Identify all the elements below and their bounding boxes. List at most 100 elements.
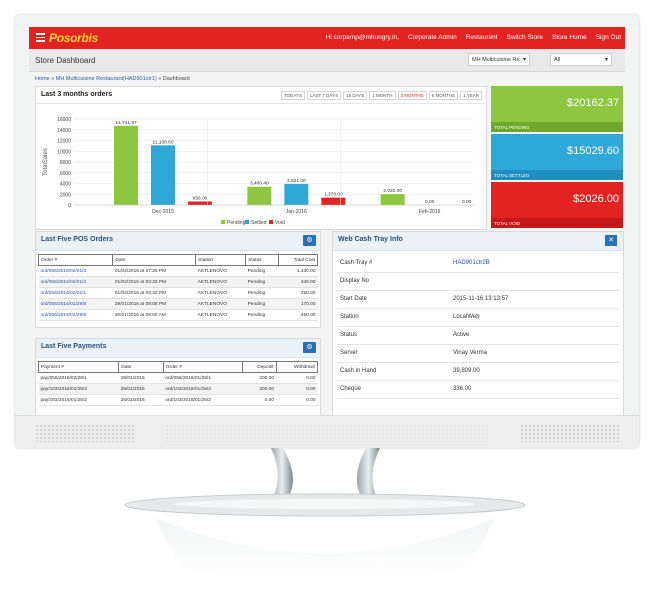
card-amount: $15029.60: [567, 145, 619, 157]
info-value: 336.00: [453, 386, 472, 392]
stand-leg-right: [356, 448, 380, 500]
range-1-month[interactable]: 1 MONTH: [369, 91, 396, 100]
table-row[interactable]: ord/056/2016/01/29/8 30/01/2016 at 09:00 …: [38, 309, 318, 321]
card-label: TOTAL PENDING: [494, 125, 530, 130]
card-amount: $20162.37: [567, 97, 619, 109]
info-label: Display No: [340, 278, 370, 284]
range-todays[interactable]: TODAYS: [280, 91, 305, 100]
pos-orders-panel: Last Five POS Orders ⚙ Order # Date Stat…: [35, 231, 321, 328]
table-cell: 25/01/2016: [118, 394, 164, 406]
table-row[interactable]: pay/056/2016/02/28/1 28/01/2016 ord/056/20…: [38, 372, 318, 384]
store-select[interactable]: MH Multicuisine Re ▾: [468, 53, 530, 66]
col-date: Date: [112, 254, 197, 266]
payments-title: Last Five Payments: [41, 343, 107, 350]
info-row: Cash Tray # HAD901ctr2B: [337, 254, 619, 273]
legend-swatch: [269, 220, 273, 224]
nav-restaurant[interactable]: Restaurant: [465, 34, 498, 41]
speaker-grille: [165, 424, 489, 442]
table-row[interactable]: ord/056/2016/02/01/3 01/02/2016 at 07:25 …: [38, 265, 318, 277]
card-footer: [491, 122, 623, 132]
monitor-stand: [124, 448, 526, 583]
info-label: Status: [340, 332, 358, 338]
table-cell: ord/056/2016/01/28/1: [163, 372, 243, 384]
menu-icon[interactable]: [36, 33, 45, 42]
legend-swatch: [245, 220, 249, 224]
pos-orders-title: Last Five POS Orders: [41, 236, 113, 243]
col-order: Order #: [162, 361, 243, 373]
filter-select[interactable]: All ▾: [550, 53, 612, 66]
table-cell: Pending: [245, 276, 278, 288]
breadcrumb-store[interactable]: MH Multicuisine Restaurant(HAD901ctr1): [55, 76, 157, 82]
nav-store-home[interactable]: Store Home: [552, 34, 587, 41]
nav-switch-store[interactable]: Switch Store: [506, 34, 544, 41]
table-cell: 450.00: [278, 309, 318, 321]
info-value: 2015-11-16 13:13:57: [453, 296, 509, 302]
info-label: Cash in Hand: [340, 368, 377, 374]
col-deposit: Deposit: [241, 361, 277, 373]
breadcrumb-sep: »: [51, 76, 55, 82]
close-icon[interactable]: ✕: [605, 235, 617, 246]
table-row[interactable]: pay/103/2016/01/25/2 25/01/2016 ord/103/20…: [38, 394, 318, 406]
y-tick-label: 4000: [60, 182, 71, 188]
legend-label: Void: [275, 220, 285, 226]
table-cell: 0.00: [276, 372, 318, 384]
nav-sign-out[interactable]: Sign Out: [595, 34, 621, 41]
panel-header: Last 3 months orders TODAYS LAST 7 DAYS …: [36, 87, 486, 104]
table-cell: 28/01/2016: [118, 372, 164, 384]
table-row[interactable]: ord/056/2016/01/29/9 29/01/2016 at 09:08 …: [38, 298, 318, 310]
order-link[interactable]: ord/056/2016/02/01/3: [38, 265, 113, 277]
table-header-row: Payment # Date Order # Deposit Withdrawl: [37, 361, 319, 373]
x-tick-label: Feb-2016: [419, 209, 441, 215]
bar-data-label: 11,108.60: [153, 139, 174, 145]
range-1-year[interactable]: 1 YEAR: [460, 91, 482, 100]
y-axis-label: TotalSales: [43, 148, 49, 176]
range-7-days[interactable]: LAST 7 DAYS: [306, 91, 342, 100]
nav-corporate-admin[interactable]: Corporate Admin: [407, 34, 457, 41]
user-greeting[interactable]: Hi corpemp@mhungry.in,: [325, 34, 399, 41]
order-link[interactable]: ord/056/2016/02/01/2: [38, 276, 113, 288]
table-row[interactable]: ord/056/2016/02/01/1 01/02/2016 at 03:32 …: [38, 287, 318, 299]
card-total-pending: $20162.37 TOTAL PENDING: [491, 86, 623, 132]
range-3-months[interactable]: 3 MONTHS: [397, 91, 427, 100]
y-tick-label: 2000: [60, 192, 71, 198]
table-cell: ord/103/2016/01/25/3: [163, 383, 243, 395]
table-cell: Pending: [245, 287, 278, 299]
col-withdrawl: Withdrawl: [275, 361, 319, 373]
bar-data-label: 2,020.00: [383, 188, 402, 194]
range-buttons: TODAYS LAST 7 DAYS 15 DAYS 1 MONTH 3 MON…: [280, 91, 482, 100]
card-footer: [491, 218, 623, 228]
speaker-grille: [35, 424, 135, 442]
bar-data-label: 0.00: [462, 199, 472, 205]
bar: [188, 201, 212, 205]
order-link[interactable]: ord/056/2016/02/01/1: [38, 287, 113, 299]
order-link[interactable]: ord/056/2016/01/29/9: [38, 298, 113, 310]
range-15-days[interactable]: 15 DAYS: [343, 91, 368, 100]
gear-icon[interactable]: ⚙: [303, 342, 316, 353]
info-value: Vinay Verma: [453, 350, 487, 356]
breadcrumb-home[interactable]: Home: [35, 76, 50, 82]
card-footer: [491, 170, 623, 180]
top-navbar: Posorbis Hi corpemp@mhungry.in, Corporat…: [29, 27, 625, 49]
cash-tray-link[interactable]: HAD901ctr2B: [453, 260, 490, 266]
table-row[interactable]: pay/103/2016/01/25/3 25/01/2016 ord/103/20…: [38, 383, 318, 395]
table-cell: 170.00: [278, 298, 318, 310]
app-logo[interactable]: Posorbis: [49, 31, 98, 45]
range-6-months[interactable]: 6 MONTHS: [428, 91, 459, 100]
table-cell: AKTLENOVO: [195, 265, 246, 277]
gear-icon[interactable]: ⚙: [303, 235, 316, 246]
col-status: Status: [245, 254, 279, 266]
info-label: Start Date: [340, 296, 368, 302]
col-station: Station: [195, 254, 247, 266]
info-label: Server: [340, 350, 358, 356]
stand-reflection: [155, 518, 495, 583]
cash-tray-panel: Web Cash Tray Info ✕ Cash Tray # HAD901ct…: [332, 231, 624, 415]
info-row: Cash in Hand 39,809.00: [337, 362, 619, 381]
table-row[interactable]: ord/056/2016/02/01/2 01/02/2016 at 03:33 …: [38, 276, 318, 288]
order-link[interactable]: ord/056/2016/01/29/8: [38, 309, 113, 321]
info-label: Cash Tray #: [340, 260, 373, 266]
table-cell: AKTLENOVO: [195, 287, 246, 299]
table-cell: 200.00: [242, 383, 277, 395]
card-label: TOTAL VOID: [494, 221, 521, 226]
bar: [114, 125, 138, 205]
table-cell: 0.00: [276, 394, 318, 406]
